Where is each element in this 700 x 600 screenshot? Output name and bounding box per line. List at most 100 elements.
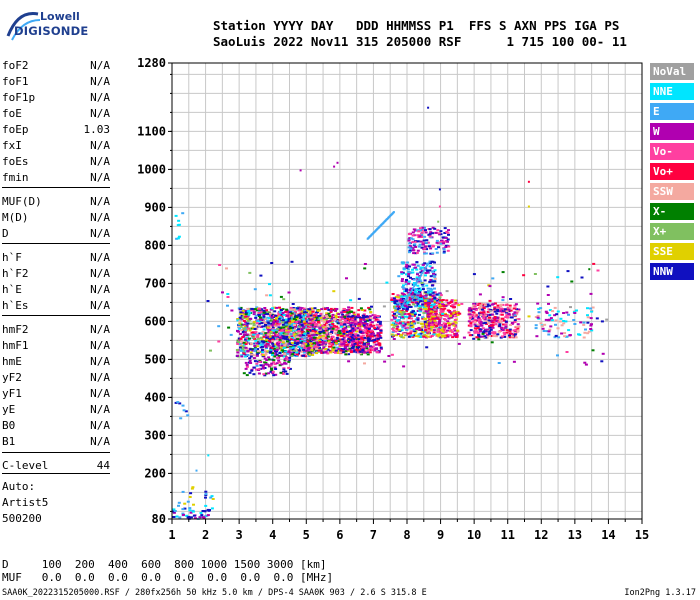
echo-pixel <box>391 322 395 325</box>
echo-pixel <box>392 338 396 340</box>
echo-pixel <box>275 314 279 317</box>
param-row-foep: foEp 1.03 <box>2 122 110 138</box>
echo-pixel <box>309 314 313 317</box>
echo-pixel <box>415 335 418 338</box>
echo-pixel <box>411 292 415 294</box>
echo-pixel <box>302 311 306 314</box>
echo-pixel <box>284 310 288 313</box>
echo-pixel <box>426 271 430 274</box>
echo-pixel <box>265 309 269 312</box>
echo-pixel <box>312 336 316 339</box>
echo-pixel <box>274 352 277 355</box>
echo-pixel <box>354 348 358 351</box>
param-name: hmF1 <box>2 339 29 352</box>
echo-pixel <box>369 335 373 337</box>
echo-pixel <box>408 305 412 308</box>
echo-pixel <box>400 336 404 339</box>
echo-pixel <box>255 306 259 309</box>
echo-pixel <box>508 336 512 339</box>
echo-pixel <box>408 292 411 295</box>
echo-pixel <box>284 318 288 321</box>
x-tick-label: 9 <box>437 528 444 542</box>
echo-pixel <box>277 344 281 347</box>
echo-pixel <box>337 322 341 325</box>
echo-pixel <box>258 310 261 313</box>
echo-pixel <box>258 332 262 335</box>
echo-pixel <box>478 306 482 309</box>
echo-pixel <box>453 309 457 312</box>
echo-pixel <box>433 296 437 299</box>
echo-pixel <box>548 309 552 312</box>
echo-pixel <box>291 326 295 329</box>
echo-pixel <box>359 337 363 340</box>
echo-pixel <box>439 336 443 339</box>
echo-pixel <box>426 325 430 328</box>
echo-pixel <box>268 325 272 328</box>
echo-pixel <box>278 306 281 309</box>
echo-pixel <box>419 322 423 325</box>
echo-pixel <box>287 344 291 347</box>
echo-pixel <box>416 234 420 237</box>
echo-pixel <box>264 353 268 356</box>
echo-pixel <box>481 327 485 330</box>
echo-pixel <box>363 345 367 348</box>
echo-pixel <box>280 329 284 332</box>
echo-pixel <box>302 351 306 354</box>
echo-pixel <box>446 238 450 241</box>
echo-pixel <box>318 346 321 349</box>
echo-pixel <box>503 308 507 311</box>
param-row-foes: foEs N/A <box>2 154 110 170</box>
echo-pixel <box>321 315 325 318</box>
echo-pixel <box>326 321 330 323</box>
echo-pixel <box>252 373 256 376</box>
param-value: N/A <box>90 155 110 168</box>
echo-pixel <box>395 327 399 330</box>
echo-pixel <box>420 233 423 236</box>
echo-pixel <box>432 326 436 329</box>
echo-pixel <box>241 310 245 312</box>
echo-pixel <box>186 414 190 417</box>
echo-pixel <box>332 290 336 293</box>
echo-pixel <box>346 321 350 323</box>
echo-pixel <box>239 311 243 314</box>
echo-pixel <box>372 324 376 327</box>
echo-pixel <box>423 268 426 271</box>
echo-pixel <box>304 343 308 346</box>
echo-pixel <box>298 332 302 335</box>
echo-pixel <box>288 347 292 350</box>
echo-pixel <box>442 251 446 254</box>
echo-pixel <box>427 245 431 248</box>
echo-pixel <box>217 340 221 343</box>
echo-pixel <box>495 312 499 315</box>
echo-pixel <box>404 280 408 283</box>
echo-pixel <box>328 316 332 319</box>
echo-pixel <box>274 368 278 370</box>
echo-pixel <box>545 312 549 314</box>
echo-pixel <box>408 245 412 247</box>
echo-pixel <box>342 340 346 343</box>
echo-pixel <box>249 348 253 351</box>
echo-pixel <box>304 320 308 323</box>
echo-pixel <box>408 249 412 252</box>
echo-pixel <box>309 329 313 332</box>
echo-pixel <box>417 289 421 292</box>
echo-pixel <box>268 283 271 286</box>
echo-pixel <box>336 333 340 336</box>
echo-pixel <box>424 298 428 301</box>
echo-pixel <box>424 252 428 255</box>
echo-pixel <box>360 325 364 328</box>
echo-pixel <box>416 304 420 307</box>
param-name: foE <box>2 107 22 120</box>
echo-pixel <box>421 241 425 244</box>
echo-pixel <box>351 330 355 333</box>
echo-pixel <box>369 324 373 326</box>
echo-pixel <box>172 511 176 514</box>
echo-pixel <box>435 322 438 325</box>
echo-pixel <box>259 351 262 354</box>
echo-pixel <box>242 349 245 352</box>
echo-pixel <box>442 305 446 308</box>
echo-pixel <box>337 352 340 354</box>
echo-pixel <box>366 353 370 356</box>
echo-pixel <box>328 315 332 318</box>
echo-pixel <box>431 244 435 247</box>
